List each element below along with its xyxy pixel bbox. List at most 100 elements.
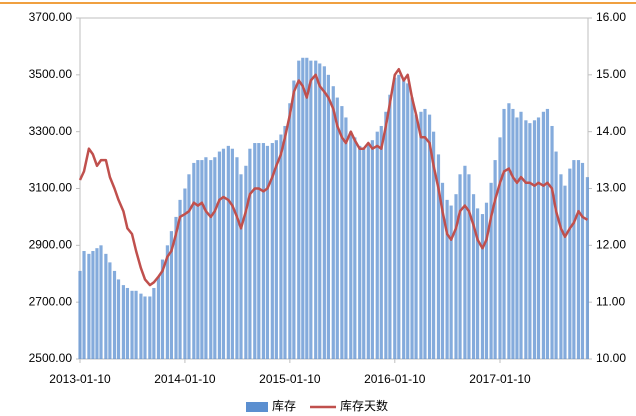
bar bbox=[270, 143, 274, 359]
bar bbox=[536, 117, 541, 359]
bar bbox=[130, 290, 134, 359]
bar bbox=[507, 103, 511, 359]
bar bbox=[99, 245, 103, 359]
bar bbox=[314, 60, 318, 359]
bar bbox=[326, 74, 330, 359]
bar bbox=[528, 123, 532, 360]
y2-tick-label: 14.00 bbox=[596, 124, 626, 138]
bar bbox=[213, 157, 217, 359]
bar bbox=[217, 151, 222, 359]
bar bbox=[502, 108, 506, 359]
y-tick-label: 2900.00 bbox=[29, 238, 73, 252]
bar bbox=[414, 114, 418, 359]
y2-tick-label: 12.00 bbox=[596, 238, 626, 252]
bar bbox=[196, 160, 200, 359]
bar bbox=[78, 270, 82, 359]
bar bbox=[187, 174, 191, 359]
bar bbox=[221, 148, 226, 359]
bar bbox=[484, 202, 489, 359]
bar bbox=[279, 134, 283, 359]
bar bbox=[288, 103, 292, 359]
bar bbox=[335, 97, 339, 360]
bar bbox=[580, 162, 585, 359]
y2-tick-label: 16.00 bbox=[596, 10, 626, 24]
bar bbox=[248, 148, 252, 359]
legend-label: 库存天数 bbox=[340, 398, 388, 413]
bar bbox=[554, 151, 558, 359]
bar bbox=[192, 162, 196, 359]
legend-swatch bbox=[246, 402, 268, 412]
bar bbox=[340, 106, 344, 359]
x-tick-label: 2014-01-10 bbox=[154, 372, 216, 386]
bar bbox=[297, 60, 301, 359]
bar bbox=[143, 296, 147, 359]
bar bbox=[572, 160, 576, 359]
bar bbox=[148, 296, 152, 359]
bar bbox=[95, 248, 99, 359]
bar bbox=[358, 145, 362, 359]
bar bbox=[454, 194, 458, 359]
bar bbox=[91, 251, 95, 359]
bar bbox=[402, 80, 406, 360]
bar bbox=[134, 290, 138, 359]
bar bbox=[292, 80, 296, 360]
bar bbox=[156, 276, 161, 359]
bar bbox=[209, 160, 213, 359]
bar bbox=[309, 60, 313, 359]
bar bbox=[467, 174, 471, 359]
bar bbox=[178, 199, 182, 359]
bar bbox=[322, 66, 326, 359]
bar bbox=[379, 125, 383, 359]
bar bbox=[165, 245, 169, 359]
bar bbox=[480, 214, 485, 359]
y2-tick-label: 15.00 bbox=[596, 67, 626, 81]
bar bbox=[423, 108, 427, 359]
bar bbox=[585, 177, 589, 359]
bar bbox=[362, 148, 366, 359]
bar bbox=[375, 131, 379, 359]
bar bbox=[353, 137, 357, 359]
y-tick-label: 3300.00 bbox=[29, 124, 73, 138]
bar bbox=[489, 182, 493, 359]
bar bbox=[519, 111, 523, 360]
bar bbox=[493, 160, 497, 359]
bar bbox=[419, 111, 423, 360]
line bbox=[78, 67, 589, 287]
bar bbox=[458, 174, 462, 359]
bar bbox=[305, 57, 309, 360]
bar bbox=[515, 117, 519, 359]
bar bbox=[471, 194, 476, 359]
bar bbox=[112, 270, 117, 359]
bar bbox=[261, 143, 266, 359]
bar bbox=[568, 168, 572, 359]
x-tick-label: 2017-01-10 bbox=[469, 372, 531, 386]
bar bbox=[449, 205, 453, 359]
bar bbox=[174, 216, 178, 359]
bar bbox=[388, 94, 392, 359]
bar bbox=[116, 279, 121, 359]
bar bbox=[169, 231, 174, 359]
bar bbox=[160, 259, 165, 359]
bar bbox=[366, 143, 370, 359]
y2-tick-label: 10.00 bbox=[596, 351, 626, 365]
bar bbox=[257, 143, 261, 359]
y2-tick-label: 13.00 bbox=[596, 181, 626, 195]
bar bbox=[253, 143, 257, 359]
bar bbox=[82, 251, 86, 359]
bar bbox=[511, 108, 515, 359]
x-tick-label: 2013-01-10 bbox=[49, 372, 111, 386]
bar bbox=[410, 97, 414, 360]
x-tick-label: 2016-01-10 bbox=[364, 372, 426, 386]
y-tick-label: 3700.00 bbox=[29, 10, 73, 24]
bar bbox=[108, 262, 112, 359]
bar bbox=[183, 188, 187, 359]
bar bbox=[230, 148, 234, 359]
bar bbox=[301, 57, 305, 360]
bar bbox=[349, 131, 353, 359]
bar bbox=[406, 83, 410, 359]
y-tick-label: 3500.00 bbox=[29, 67, 73, 81]
bar bbox=[524, 120, 528, 359]
bar bbox=[200, 160, 204, 359]
bar bbox=[550, 125, 554, 359]
